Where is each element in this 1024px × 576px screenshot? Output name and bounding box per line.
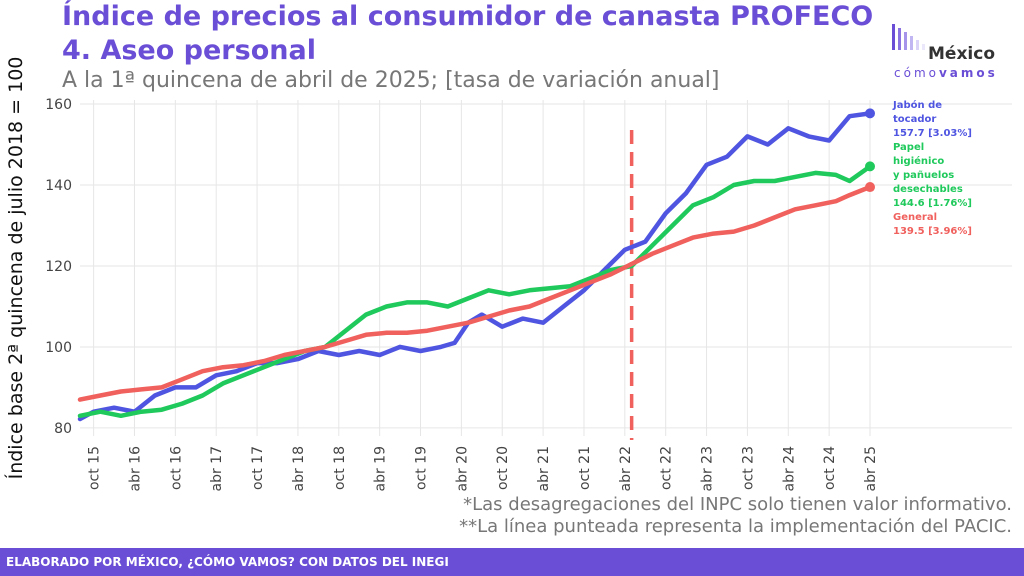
y-axis-label: Índice base 2ª quincena de julio 2018 = …: [4, 57, 27, 480]
x-tick-label: abr 21: [536, 446, 552, 492]
x-tick-label: abr 25: [863, 446, 879, 492]
series-label-0: Jabón de: [892, 99, 942, 111]
chart-title: Índice de precios al consumidor de canas…: [62, 0, 873, 68]
x-tick-label: abr 17: [209, 446, 225, 492]
x-tick-label: oct 23: [740, 446, 756, 490]
x-tick-label: oct 17: [250, 446, 266, 490]
mexico-como-vamos-logo: México cómovamos: [890, 20, 1012, 82]
footer-bar: ELABORADO POR MÉXICO, ¿CÓMO VAMOS? CON D…: [0, 548, 1024, 576]
logo-tagline-bold: vamos: [938, 66, 998, 80]
x-tick-label: oct 20: [495, 446, 511, 490]
logo-name: México: [928, 44, 995, 64]
x-tick-label: abr 16: [127, 446, 143, 492]
series-label-0: 157.7 [3.03%]: [893, 128, 972, 139]
x-tick-label: oct 24: [822, 446, 838, 490]
x-tick-label: oct 15: [87, 446, 103, 490]
series-line-2: [77, 184, 873, 402]
series-end-labels: Jabón de tocador 157.7 [3.03%] Papel higiéni…: [892, 99, 972, 237]
x-tick-label: oct 21: [577, 446, 593, 490]
y-tick-label: 80: [54, 421, 72, 437]
title-line-2: 4. Aseo personal: [62, 35, 316, 66]
x-tick-label: oct 19: [414, 446, 430, 490]
x-tick-label: oct 16: [168, 446, 184, 490]
logo-tagline-light: cómo: [894, 66, 939, 80]
x-tick-label: oct 18: [332, 446, 348, 490]
x-tick-label: abr 19: [373, 446, 389, 492]
series-label-0: tocador: [893, 114, 936, 125]
x-tick-label: abr 22: [618, 446, 634, 492]
series-endpoint-0: [865, 108, 875, 119]
logo-tagline: cómovamos: [894, 66, 998, 80]
series-endpoint-2: [865, 182, 875, 193]
y-tick-label: 120: [45, 259, 72, 275]
y-tick-label: 140: [45, 178, 72, 194]
footnote-2: **La línea punteada representa la implem…: [459, 516, 1012, 537]
x-tick-label: abr 23: [700, 446, 716, 492]
footer-credit: ELABORADO POR MÉXICO, ¿CÓMO VAMOS? CON D…: [6, 555, 449, 569]
footnote-1: *Las desagregaciones del INPC solo tiene…: [463, 494, 1012, 515]
y-tick-label: 160: [45, 97, 72, 113]
x-tick-label: oct 22: [659, 446, 675, 490]
series-label-1: 144.6 [1.76%]: [893, 198, 972, 209]
x-tick-label: abr 24: [781, 446, 797, 492]
series-label-1: Papel: [893, 142, 924, 153]
series-label-1: higiénico: [893, 155, 944, 167]
series-line-1: [77, 164, 873, 419]
x-tick-label: abr 20: [454, 446, 470, 492]
x-tick-label: abr 18: [291, 446, 307, 492]
series-label-2: 139.5 [3.96%]: [893, 226, 972, 237]
chart-subtitle: A la 1ª quincena de abril de 2025; [tasa…: [62, 68, 720, 93]
series-endpoint-1: [865, 161, 875, 172]
title-line-1: Índice de precios al consumidor de canas…: [62, 1, 874, 32]
series-lines: [77, 108, 875, 422]
y-axis-ticks: 80 100 120 140 160: [45, 97, 72, 437]
grid-lines: [80, 100, 1012, 436]
x-axis-ticks: oct 15 abr 16 oct 16 abr 17 oct 17 abr 18 oct …: [87, 446, 879, 492]
y-tick-label: 100: [45, 340, 72, 356]
series-label-2: General: [893, 212, 937, 223]
logo-bars-icon: [892, 24, 925, 50]
series-label-1: desechables: [893, 184, 963, 195]
series-label-1: y pañuelos: [893, 170, 954, 181]
